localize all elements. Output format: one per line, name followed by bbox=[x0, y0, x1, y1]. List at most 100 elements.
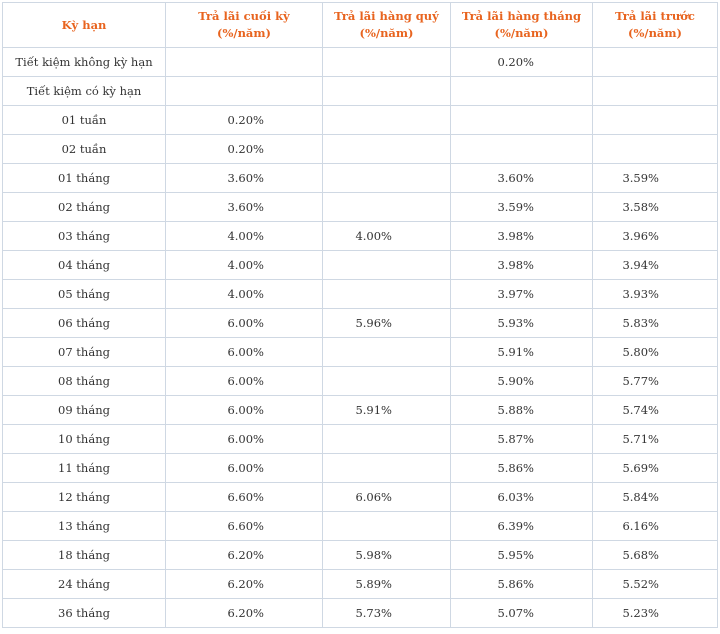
monthly-rate-cell: 5.95% bbox=[450, 540, 593, 570]
table-row: 02 tuần 0.20% bbox=[2, 134, 718, 164]
table-row: 24 tháng 6.20% 5.89% 5.86% 5.52% bbox=[2, 569, 718, 599]
upfront-rate-cell bbox=[592, 105, 718, 135]
upfront-rate-cell: 3.58% bbox=[592, 192, 718, 222]
upfront-rate-cell: 5.74% bbox=[592, 395, 718, 425]
end-of-term-rate-cell: 6.60% bbox=[165, 511, 323, 541]
term-cell: 04 tháng bbox=[2, 250, 166, 280]
end-of-term-rate-cell: 3.60% bbox=[165, 163, 323, 193]
table-row: 09 tháng 6.00% 5.91% 5.88% 5.74% bbox=[2, 395, 718, 425]
term-cell: 09 tháng bbox=[2, 395, 166, 425]
quarterly-rate-cell bbox=[322, 76, 451, 106]
upfront-rate-cell: 3.59% bbox=[592, 163, 718, 193]
end-of-term-rate-cell: 6.00% bbox=[165, 395, 323, 425]
table-body: Tiết kiệm không kỳ hạn 0.20% Tiết kiệm có … bbox=[2, 47, 718, 628]
monthly-rate-cell bbox=[450, 105, 593, 135]
table-row: 01 tháng 3.60% 3.60% 3.59% bbox=[2, 163, 718, 193]
quarterly-rate-cell bbox=[322, 192, 451, 222]
quarterly-rate-cell bbox=[322, 453, 451, 483]
end-of-term-rate-cell: 6.20% bbox=[165, 540, 323, 570]
term-cell: 07 tháng bbox=[2, 337, 166, 367]
end-of-term-rate-cell bbox=[165, 76, 323, 106]
term-cell: Tiết kiệm không kỳ hạn bbox=[2, 47, 166, 77]
table-header: Kỳ hạn Trả lãi cuối kỳ (%/năm) Trả lãi h… bbox=[2, 2, 718, 48]
table-row: 08 tháng 6.00% 5.90% 5.77% bbox=[2, 366, 718, 396]
quarterly-rate-cell: 5.89% bbox=[322, 569, 451, 599]
quarterly-rate-cell bbox=[322, 337, 451, 367]
end-of-term-rate-cell: 6.20% bbox=[165, 598, 323, 628]
term-cell: 36 tháng bbox=[2, 598, 166, 628]
monthly-rate-cell: 5.07% bbox=[450, 598, 593, 628]
table-row: 05 tháng 4.00% 3.97% 3.93% bbox=[2, 279, 718, 309]
end-of-term-rate-cell: 4.00% bbox=[165, 221, 323, 251]
quarterly-rate-cell: 5.98% bbox=[322, 540, 451, 570]
table-row: Tiết kiệm không kỳ hạn 0.20% bbox=[2, 47, 718, 77]
monthly-rate-cell bbox=[450, 134, 593, 164]
header-row: Kỳ hạn Trả lãi cuối kỳ (%/năm) Trả lãi h… bbox=[2, 2, 718, 48]
term-cell: 01 tuần bbox=[2, 105, 166, 135]
upfront-rate-cell: 5.68% bbox=[592, 540, 718, 570]
quarterly-rate-cell: 5.96% bbox=[322, 308, 451, 338]
end-of-term-rate-cell bbox=[165, 47, 323, 77]
quarterly-rate-cell bbox=[322, 279, 451, 309]
table-row: 02 tháng 3.60% 3.59% 3.58% bbox=[2, 192, 718, 222]
monthly-rate-cell: 6.03% bbox=[450, 482, 593, 512]
term-cell: 18 tháng bbox=[2, 540, 166, 570]
table-row: 03 tháng 4.00% 4.00% 3.98% 3.96% bbox=[2, 221, 718, 251]
term-cell: Tiết kiệm có kỳ hạn bbox=[2, 76, 166, 106]
upfront-rate-cell: 5.69% bbox=[592, 453, 718, 483]
end-of-term-rate-cell: 6.20% bbox=[165, 569, 323, 599]
term-cell: 13 tháng bbox=[2, 511, 166, 541]
end-of-term-rate-cell: 6.00% bbox=[165, 337, 323, 367]
table-row: 10 tháng 6.00% 5.87% 5.71% bbox=[2, 424, 718, 454]
upfront-rate-cell: 5.84% bbox=[592, 482, 718, 512]
upfront-rate-cell: 5.83% bbox=[592, 308, 718, 338]
table-row: 07 tháng 6.00% 5.91% 5.80% bbox=[2, 337, 718, 367]
quarterly-rate-cell bbox=[322, 134, 451, 164]
monthly-rate-cell: 5.86% bbox=[450, 453, 593, 483]
quarterly-rate-cell bbox=[322, 105, 451, 135]
upfront-rate-cell: 3.94% bbox=[592, 250, 718, 280]
quarterly-rate-cell bbox=[322, 163, 451, 193]
table-row: Tiết kiệm có kỳ hạn bbox=[2, 76, 718, 106]
header-quarterly: Trả lãi hàng quý (%/năm) bbox=[322, 2, 451, 48]
upfront-rate-cell: 5.23% bbox=[592, 598, 718, 628]
end-of-term-rate-cell: 0.20% bbox=[165, 105, 323, 135]
monthly-rate-cell: 5.87% bbox=[450, 424, 593, 454]
table-row: 13 tháng 6.60% 6.39% 6.16% bbox=[2, 511, 718, 541]
upfront-rate-cell bbox=[592, 134, 718, 164]
monthly-rate-cell: 3.98% bbox=[450, 250, 593, 280]
term-cell: 02 tháng bbox=[2, 192, 166, 222]
quarterly-rate-cell: 5.73% bbox=[322, 598, 451, 628]
end-of-term-rate-cell: 3.60% bbox=[165, 192, 323, 222]
monthly-rate-cell: 3.59% bbox=[450, 192, 593, 222]
term-cell: 03 tháng bbox=[2, 221, 166, 251]
table-row: 01 tuần 0.20% bbox=[2, 105, 718, 135]
monthly-rate-cell: 3.97% bbox=[450, 279, 593, 309]
end-of-term-rate-cell: 4.00% bbox=[165, 279, 323, 309]
upfront-rate-cell: 5.77% bbox=[592, 366, 718, 396]
monthly-rate-cell: 5.86% bbox=[450, 569, 593, 599]
term-cell: 08 tháng bbox=[2, 366, 166, 396]
end-of-term-rate-cell: 6.00% bbox=[165, 366, 323, 396]
table-row: 11 tháng 6.00% 5.86% 5.69% bbox=[2, 453, 718, 483]
quarterly-rate-cell bbox=[322, 250, 451, 280]
upfront-rate-cell: 5.80% bbox=[592, 337, 718, 367]
header-end-of-term: Trả lãi cuối kỳ (%/năm) bbox=[165, 2, 323, 48]
end-of-term-rate-cell: 6.00% bbox=[165, 308, 323, 338]
monthly-rate-cell bbox=[450, 76, 593, 106]
quarterly-rate-cell bbox=[322, 424, 451, 454]
table-row: 04 tháng 4.00% 3.98% 3.94% bbox=[2, 250, 718, 280]
end-of-term-rate-cell: 6.00% bbox=[165, 453, 323, 483]
monthly-rate-cell: 5.90% bbox=[450, 366, 593, 396]
monthly-rate-cell: 5.93% bbox=[450, 308, 593, 338]
monthly-rate-cell: 0.20% bbox=[450, 47, 593, 77]
table-row: 36 tháng 6.20% 5.73% 5.07% 5.23% bbox=[2, 598, 718, 628]
term-cell: 06 tháng bbox=[2, 308, 166, 338]
monthly-rate-cell: 5.91% bbox=[450, 337, 593, 367]
header-upfront: Trả lãi trước (%/năm) bbox=[592, 2, 718, 48]
upfront-rate-cell: 5.71% bbox=[592, 424, 718, 454]
table-row: 12 tháng 6.60% 6.06% 6.03% 5.84% bbox=[2, 482, 718, 512]
quarterly-rate-cell: 6.06% bbox=[322, 482, 451, 512]
